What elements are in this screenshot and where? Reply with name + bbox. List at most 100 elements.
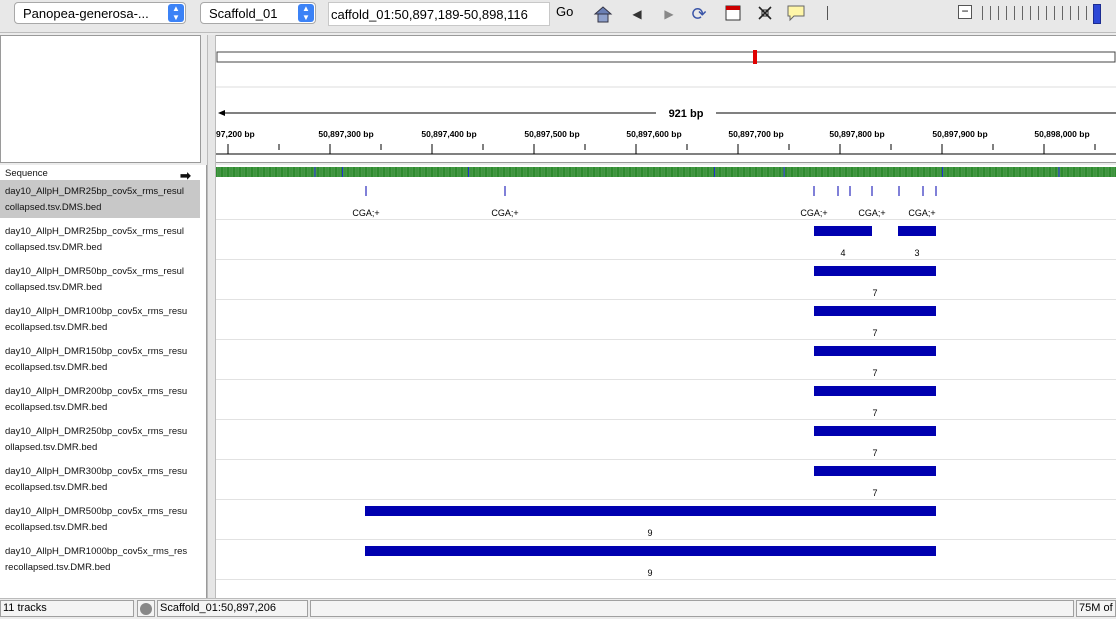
base-mark	[667, 167, 669, 177]
activity-indicator	[137, 600, 155, 617]
panel-divider[interactable]	[207, 35, 216, 598]
span-label: 921 bp	[669, 108, 704, 120]
base-mark	[817, 167, 819, 177]
base-mark	[864, 167, 866, 177]
base-mark	[1045, 167, 1047, 177]
sequence-track[interactable]	[216, 167, 1116, 177]
base-mark	[934, 167, 936, 177]
base-mark	[740, 167, 742, 177]
back-icon[interactable]: ◀	[632, 7, 642, 21]
base-mark	[751, 167, 753, 177]
base-mark	[404, 167, 406, 177]
zoom-slider-thumb[interactable]	[1093, 4, 1101, 24]
dmr-feature-bar[interactable]	[365, 506, 936, 516]
base-mark	[216, 167, 218, 177]
dmr-feature-bar[interactable]	[365, 546, 936, 556]
base-mark	[1089, 167, 1091, 177]
base-mark	[835, 167, 837, 177]
base-mark	[362, 167, 364, 177]
dmr-feature-bar[interactable]	[814, 306, 936, 316]
base-mark	[321, 167, 323, 177]
chromosome-dropdown[interactable]: Scaffold_01 ▲ ▼	[200, 2, 316, 24]
base-mark	[324, 167, 326, 177]
base-mark	[223, 167, 225, 177]
base-mark	[547, 167, 549, 177]
base-mark	[616, 167, 618, 177]
base-mark	[376, 167, 378, 177]
track-name-item[interactable]: day10_AllpH_DMR200bp_cov5x_rms_resu ecoll…	[0, 380, 200, 418]
base-mark	[458, 167, 460, 177]
base-mark	[861, 167, 863, 177]
dmr-tracks[interactable]: 4 3 7 7 7 7 7 7 9 9	[365, 226, 936, 578]
genome-dropdown[interactable]: Panopea-generosa-... ▲ ▼	[14, 2, 186, 24]
base-mark	[540, 167, 542, 177]
base-mark	[576, 167, 578, 177]
track-name-item[interactable]: day10_AllpH_DMR25bp_cov5x_rms_resul colla…	[0, 220, 200, 258]
track-name-item[interactable]: day10_AllpH_DMR25bp_cov5x_rms_resul colla…	[0, 180, 200, 218]
base-mark	[390, 167, 392, 177]
dmr-feature-bar[interactable]	[814, 346, 936, 356]
base-mark	[312, 167, 314, 177]
base-mark	[499, 167, 501, 177]
base-mark	[774, 167, 776, 177]
base-mark	[928, 167, 930, 177]
fit-icon[interactable]	[755, 4, 775, 24]
base-mark	[1024, 167, 1026, 177]
base-mark	[612, 167, 614, 177]
base-mark	[956, 167, 958, 177]
base-mark	[550, 167, 552, 177]
track-name-item[interactable]: day10_AllpH_DMR50bp_cov5x_rms_resul colla…	[0, 260, 200, 298]
base-mark	[1016, 167, 1018, 177]
base-mark	[1102, 167, 1104, 177]
track-name-item[interactable]: day10_AllpH_DMR100bp_cov5x_rms_resu ecoll…	[0, 300, 200, 338]
dmr-feature-bar[interactable]	[814, 386, 936, 396]
base-mark	[297, 167, 299, 177]
base-mark	[1054, 167, 1056, 177]
dmr-feature-bar[interactable]	[814, 426, 936, 436]
base-mark	[633, 167, 635, 177]
strand-arrow-icon[interactable]: ➡	[180, 168, 191, 182]
base-mark	[847, 167, 849, 177]
base-mark	[1114, 167, 1116, 177]
base-mark	[375, 167, 377, 177]
base-mark	[648, 167, 650, 177]
dmr-feature-bar[interactable]	[898, 226, 936, 236]
base-mark	[555, 167, 557, 177]
dmr-feature-bar[interactable]	[814, 466, 936, 476]
base-mark	[478, 167, 480, 177]
base-mark	[434, 167, 436, 177]
chromosome-ideogram[interactable]	[216, 50, 1116, 64]
base-mark	[873, 167, 875, 177]
base-mark	[1038, 167, 1040, 177]
base-mark	[1021, 167, 1023, 177]
dms-track[interactable]: CGA;+ CGA;+ CGA;+ CGA;+ CGA;+	[352, 186, 937, 218]
base-mark	[903, 167, 905, 177]
go-button[interactable]: Go	[556, 4, 574, 19]
dmr-feature-bar[interactable]	[814, 226, 872, 236]
home-icon[interactable]	[593, 4, 613, 24]
refresh-icon[interactable]: ⟳	[691, 4, 707, 24]
base-mark	[603, 167, 605, 177]
base-mark	[889, 167, 891, 177]
popup-icon[interactable]	[786, 4, 806, 24]
region-icon[interactable]	[723, 4, 743, 24]
dmr-feature-bar[interactable]	[814, 266, 936, 276]
track-name-item[interactable]: day10_AllpH_DMR150bp_cov5x_rms_resu ecoll…	[0, 340, 200, 378]
track-name-item[interactable]: day10_AllpH_DMR250bp_cov5x_rms_resu ollap…	[0, 420, 200, 458]
current-region-marker	[753, 50, 757, 64]
base-mark	[361, 167, 363, 177]
zoom-out-button[interactable]: −	[958, 5, 972, 19]
track-name-item[interactable]: day10_AllpH_DMR300bp_cov5x_rms_resu ecoll…	[0, 460, 200, 498]
base-mark	[909, 167, 911, 177]
base-mark	[542, 167, 544, 177]
sequence-track-name[interactable]: Sequence ➡	[0, 167, 200, 181]
base-mark	[298, 167, 300, 177]
base-mark	[344, 167, 346, 177]
base-mark	[1075, 167, 1077, 177]
forward-icon[interactable]: ▶	[664, 7, 674, 21]
track-name-item[interactable]: day10_AllpH_DMR500bp_cov5x_rms_resu ecoll…	[0, 500, 200, 538]
locus-input[interactable]: caffold_01:50,897,189-50,898,116	[328, 2, 550, 26]
base-mark	[232, 167, 234, 177]
track-name-item[interactable]: day10_AllpH_DMR1000bp_cov5x_rms_res recol…	[0, 540, 200, 578]
zoom-slider[interactable]	[982, 6, 1092, 20]
